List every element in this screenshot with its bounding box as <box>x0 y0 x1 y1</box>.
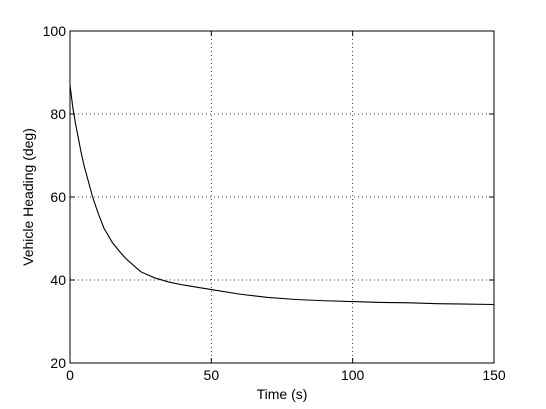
x-tick-label: 50 <box>204 367 220 383</box>
axis-ticks <box>69 30 495 364</box>
y-tick-label: 80 <box>50 106 66 122</box>
y-tick-label: 100 <box>43 23 67 39</box>
x-axis-title: Time (s) <box>257 386 308 402</box>
x-tick-label: 150 <box>482 367 506 383</box>
grid-lines <box>70 31 494 363</box>
y-tick-label: 40 <box>50 272 66 288</box>
y-axis-title: Vehicle Heading (deg) <box>20 128 36 266</box>
x-tick-labels: 0 50 100 150 <box>66 367 506 383</box>
x-tick-label: 0 <box>66 367 74 383</box>
y-tick-labels: 20 40 60 80 100 <box>43 23 67 371</box>
y-tick-label: 20 <box>50 355 66 371</box>
y-tick-label: 60 <box>50 189 66 205</box>
x-tick-label: 100 <box>341 367 365 383</box>
series-line <box>69 84 495 306</box>
